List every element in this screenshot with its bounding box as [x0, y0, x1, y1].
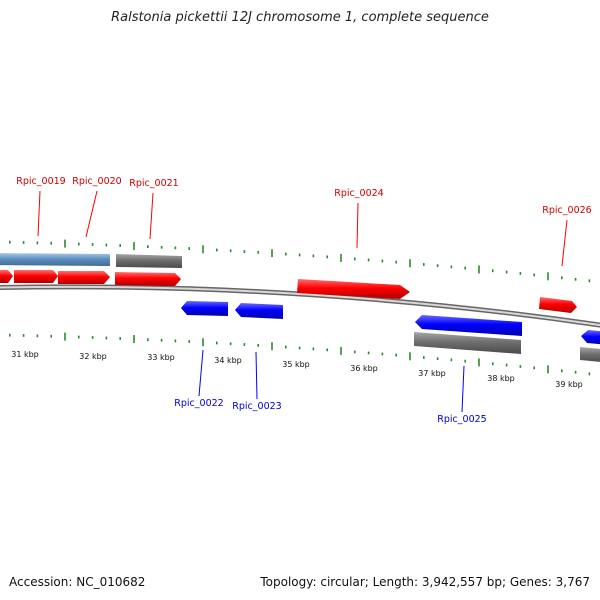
accession-text: Accession: NC_010682	[9, 575, 146, 589]
reverse-strand-genes	[181, 301, 600, 345]
chromosome-backbone-highlight	[0, 285, 600, 327]
gene-label-rpic-0026: Rpic_0026	[542, 205, 591, 216]
kbp-label: 34 kbp	[214, 356, 242, 365]
gene-label-rpic-0024: Rpic_0024	[334, 188, 383, 199]
kbp-label: 37 kbp	[418, 369, 446, 378]
gene-arrow-rpic-0022	[181, 301, 228, 316]
gene-arrow-forward	[0, 270, 13, 283]
kbp-label: 33 kbp	[147, 353, 175, 362]
kbp-label: 39 kbp	[555, 380, 583, 389]
kbp-label: 38 kbp	[487, 374, 515, 383]
forward-strand-genes	[0, 270, 577, 313]
gray-feature	[116, 254, 182, 268]
inner-tick-ring	[9, 332, 591, 376]
gene-arrow-rpic-0023	[235, 303, 283, 319]
gene-label-rpic-0022: Rpic_0022	[174, 398, 223, 409]
gene-leader-line	[37, 190, 41, 237]
feature-track-lower	[414, 332, 600, 362]
gene-arrow-reverse	[581, 330, 600, 345]
steelblue-feature	[0, 253, 110, 266]
gene-labels: Rpic_0019 Rpic_0020 Rpic_0021 Rpic_0022 Rpic…	[16, 176, 591, 425]
gray-feature	[414, 332, 521, 354]
map-title: Ralstonia pickettii 12J chromosome 1, co…	[111, 10, 489, 25]
gene-leader-line	[255, 351, 258, 400]
kbp-label: 32 kbp	[79, 352, 107, 361]
gene-leader-line	[356, 202, 359, 249]
gene-leader-line	[149, 192, 154, 240]
gene-label-rpic-0025: Rpic_0025	[437, 414, 486, 425]
gene-label-rpic-0019: Rpic_0019	[16, 176, 65, 187]
gene-leader-line	[85, 190, 98, 238]
kbp-label: 36 kbp	[350, 364, 378, 373]
gene-arrow-forward	[58, 271, 110, 284]
gene-arrow-forward	[14, 270, 58, 283]
kbp-label: 35 kbp	[282, 360, 310, 369]
gene-leader-line	[461, 365, 465, 413]
outer-tick-ring	[9, 239, 591, 283]
kbp-label: 31 kbp	[11, 350, 39, 359]
gene-arrow-forward	[115, 272, 181, 286]
genome-summary-text: Topology: circular; Length: 3,942,557 bp…	[260, 575, 590, 589]
gene-label-rpic-0023: Rpic_0023	[232, 401, 281, 412]
gene-arrow-rpic-0025	[415, 315, 522, 336]
kbp-scale-labels: 31 kbp 32 kbp 33 kbp 34 kbp 35 kbp 36 kbp 37 k…	[11, 350, 583, 389]
gray-feature	[580, 347, 600, 362]
gene-label-rpic-0021: Rpic_0021	[129, 178, 178, 189]
feature-track-upper	[0, 253, 182, 268]
gene-leader-line	[561, 219, 568, 267]
gene-arrow-rpic-0024	[297, 279, 410, 299]
gene-arrow-rpic-0026	[539, 297, 577, 313]
gene-label-rpic-0020: Rpic_0020	[72, 176, 121, 187]
gene-leader-line	[198, 349, 204, 397]
